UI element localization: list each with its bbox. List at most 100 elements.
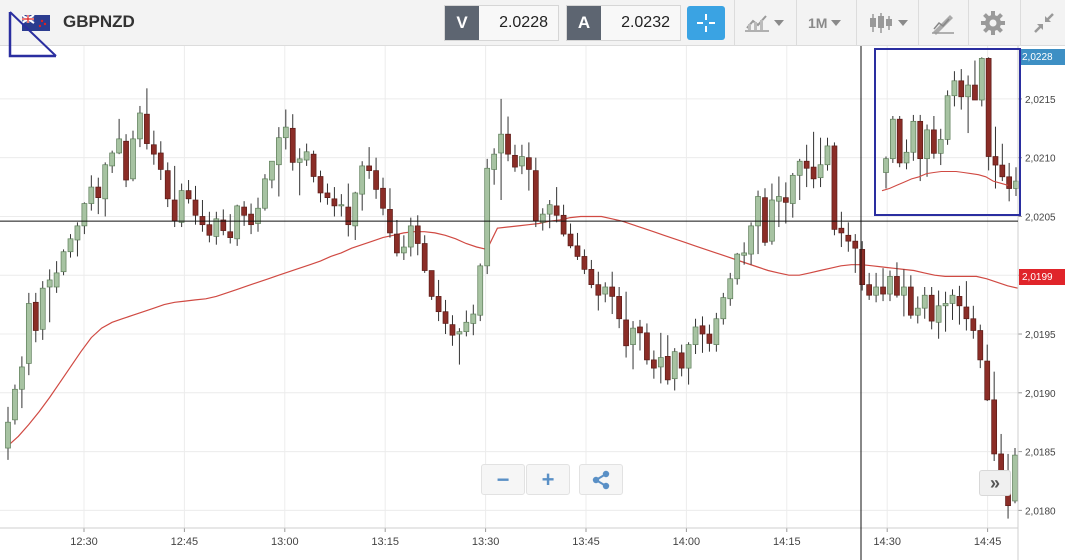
chart-type-button[interactable] [744,8,784,38]
zoom-out-button[interactable]: − [481,464,525,495]
candle-up [88,186,95,204]
candle-down [532,170,539,222]
timeframe-label: 1M [808,15,828,31]
scroll-to-latest-button[interactable]: » [979,470,1011,496]
candle-up [102,164,109,200]
chevron-down-icon [774,20,784,26]
candle-down [574,245,581,257]
candle-up [275,137,282,166]
crosshair-button[interactable] [687,6,725,40]
candle-down [845,234,852,242]
candle-down [317,176,324,194]
toolbar-divider [918,0,919,46]
candle-down [241,206,247,216]
candle-down [394,233,400,254]
candle-down [512,154,518,168]
timeframe-button[interactable]: 1M [808,8,842,38]
buy-tag: A [567,6,601,40]
sell-price-box[interactable]: V 2.0228 [444,5,559,41]
candle-up [776,196,782,202]
candle-down [421,243,428,271]
zoom-inset-frame [874,48,1021,216]
candle-up [116,138,122,154]
inset-candle-up [944,95,951,140]
candle-down [560,214,567,235]
candle-down [227,231,234,238]
collapse-button[interactable] [1032,8,1056,38]
x-tick-label: 12:30 [70,536,98,548]
settings-button[interactable] [980,8,1006,38]
zoom-in-button[interactable]: + [526,464,570,495]
candle-up [692,326,699,345]
toolbar-divider [1020,0,1021,46]
inset-candle-up [937,139,944,154]
sell-tag: V [445,6,479,40]
candle-up [734,253,741,280]
candle-down [970,318,977,331]
y-tick-label: 2,0215 [1025,95,1056,106]
candle-up [602,286,609,295]
inset-candle-up [910,120,917,153]
double-chevron-right-icon: » [989,472,1000,493]
candle-up [748,225,754,255]
candle-down [442,311,449,324]
candle-up [67,238,74,253]
top-toolbar: GBPNZD V 2.0228 A 2.0232 1M [0,0,1065,46]
candle-up [546,204,553,215]
candle-down [644,332,650,361]
x-tick-label: 13:15 [371,536,399,548]
candle-down [324,192,331,199]
candle-down [192,199,199,216]
inset-candle-up [965,84,971,98]
candle-up [53,272,60,288]
y-tick-label: 2,0185 [1025,448,1056,459]
chevron-down-icon [898,20,908,26]
candle-up [137,112,143,140]
candle-up [796,160,803,176]
y-tick-label: 2,0180 [1025,506,1056,517]
candle-up [255,207,261,224]
candle-down [505,133,511,155]
candle-up [873,286,879,296]
candle-down [678,352,685,369]
candle-down [199,216,206,226]
x-tick-label: 12:45 [171,536,199,548]
inset-candle-down [958,80,965,98]
candle-down [32,301,39,331]
candle-down [623,319,629,347]
line-chart-icon [745,15,769,32]
candle-down [220,219,227,231]
inset-candle-up [978,58,985,101]
share-button[interactable] [579,464,623,495]
candle-down [880,286,886,295]
chart-grid [0,46,1018,528]
candle-up [685,344,692,369]
minus-icon: − [496,466,510,492]
buy-price: 2.0232 [601,6,680,40]
candle-up [949,294,956,304]
candle-up [25,303,32,364]
toolbar-divider [796,0,797,46]
buy-price-box[interactable]: A 2.0232 [566,5,681,41]
plus-icon: + [541,466,555,492]
symbol-title[interactable]: GBPNZD [63,12,135,31]
candle-down [664,356,671,381]
gbp-nzd-flag-icon [22,15,50,31]
inset-candle-up [889,118,896,160]
candle-up [914,307,921,316]
y-tick-label: 2,0190 [1025,389,1056,400]
inset-candle-down [931,129,937,154]
candle-up [262,178,268,209]
drawing-tools-button[interactable] [930,8,956,38]
price-chart[interactable]: 2,02152,02102,02052,02002,01952,01902,01… [0,46,1065,560]
x-tick-label: 13:00 [271,536,299,548]
candle-down [164,170,171,200]
candle-style-button[interactable] [868,8,908,38]
candle-down [609,286,616,297]
y-tick-label: 2,0205 [1025,212,1056,223]
collapse-icon [1034,13,1054,33]
candle-up [352,192,359,227]
inset-candle-down [896,118,903,164]
candle-down [95,186,102,199]
x-tick-label: 13:45 [572,536,600,548]
